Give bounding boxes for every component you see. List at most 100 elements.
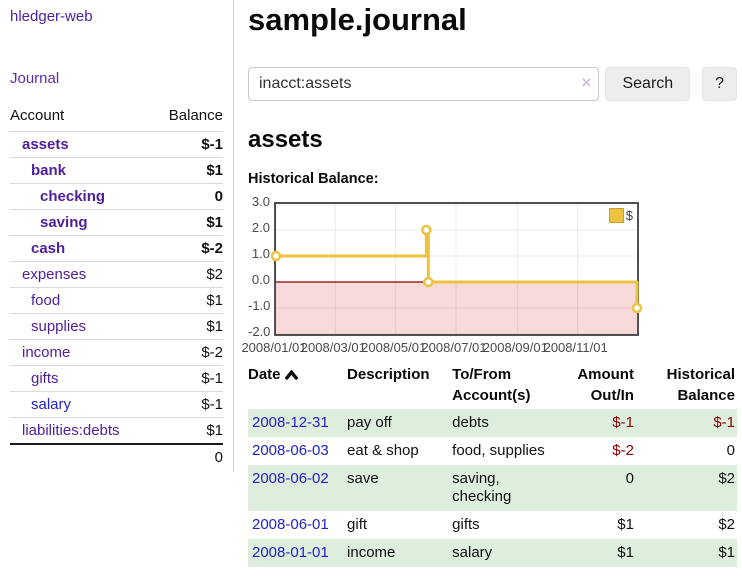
account-cell: cash — [10, 236, 152, 262]
account-balance: $1 — [206, 292, 223, 309]
transaction-description: eat & shop — [347, 442, 419, 459]
transaction-date-cell: 2008-01-01 — [248, 539, 347, 567]
account-row: cash $-2 — [10, 235, 223, 262]
account-link[interactable]: income — [22, 344, 71, 361]
sort-asc-chevron-up-icon — [284, 369, 298, 380]
accounts-header-row: Account Balance — [10, 103, 223, 132]
y-axis-tick-label: 0.0 — [251, 272, 270, 287]
data-point-marker — [631, 302, 643, 314]
account-cell: supplies — [10, 314, 152, 340]
register-header-row: Date Description To/From Account(s) Amoun… — [248, 361, 737, 409]
transaction-date-link[interactable]: 2008-06-01 — [252, 516, 329, 533]
account-cell: assets — [10, 132, 152, 158]
transaction-date-cell: 2008-12-31 — [248, 409, 347, 437]
x-axis-tick-label: 2008/09/01 — [482, 340, 548, 355]
clear-search-icon[interactable]: × — [581, 73, 592, 92]
data-point-marker — [423, 276, 434, 288]
help-button[interactable]: ? — [702, 67, 737, 101]
account-balance: $-1 — [201, 370, 223, 387]
account-balance: $1 — [206, 422, 223, 439]
accounts-total-row: 0 — [10, 444, 223, 470]
col-header-amount[interactable]: Amount Out/In — [577, 366, 634, 404]
account-row: salary $-1 — [10, 391, 223, 418]
x-axis-tick-label: 2008/07/01 — [421, 340, 487, 355]
legend-swatch-icon — [608, 208, 624, 223]
account-balance: $1 — [206, 162, 223, 179]
account-cell: gifts — [10, 366, 152, 392]
transaction-row: 2008-06-02 save saving, checking 0 $2 — [248, 465, 737, 511]
account-link[interactable]: bank — [31, 162, 67, 179]
account-row: liabilities:debts $1 — [10, 417, 223, 445]
transaction-amount: 0 — [625, 470, 634, 487]
accounts-total-spacer — [10, 444, 152, 470]
account-cell: salary — [10, 392, 152, 418]
account-balance: $-2 — [201, 344, 223, 361]
account-balance: $1 — [206, 318, 223, 335]
account-link[interactable]: cash — [31, 240, 66, 257]
transaction-row: 2008-06-03 eat & shop food, supplies $-2… — [248, 437, 737, 465]
account-link[interactable]: liabilities:debts — [22, 422, 120, 439]
app-brand-link[interactable]: hledger-web — [10, 8, 93, 25]
search-button[interactable]: Search — [605, 67, 691, 101]
account-cell: liabilities:debts — [10, 418, 152, 445]
col-header-date[interactable]: Date — [248, 361, 347, 409]
col-header-accounts[interactable]: To/From Account(s) — [452, 366, 531, 404]
x-axis-tick-label: 2008/03/01 — [300, 340, 366, 355]
x-axis-tick-label: 2008/05/01 — [361, 340, 427, 355]
transaction-amount: $-2 — [612, 442, 634, 459]
search-input-wrap: × — [248, 67, 600, 101]
account-link[interactable]: salary — [31, 396, 72, 413]
col-header-description[interactable]: Description — [347, 366, 430, 383]
sidebar: hledger-web Journal Account Balance asse… — [0, 0, 234, 472]
account-row: food $1 — [10, 287, 223, 314]
accounts-col-account: Account — [10, 107, 65, 124]
transaction-balance: $2 — [718, 516, 735, 533]
transaction-balance: $2 — [718, 470, 735, 487]
transaction-description: save — [347, 470, 379, 487]
transaction-date-link[interactable]: 2008-12-31 — [252, 414, 329, 431]
sidebar-item-journal[interactable]: Journal — [10, 70, 60, 87]
search-input[interactable] — [248, 67, 600, 101]
legend-label: $ — [625, 208, 633, 223]
y-axis-tick-label: -2.0 — [248, 324, 271, 339]
account-heading: assets — [248, 126, 323, 153]
account-balance: $2 — [206, 266, 223, 283]
account-row: income $-2 — [10, 339, 223, 366]
transaction-date-link[interactable]: 2008-06-02 — [252, 470, 329, 487]
account-cell: income — [10, 340, 152, 366]
transaction-accounts: gifts — [452, 516, 480, 533]
col-header-balance[interactable]: Historical Balance — [666, 366, 735, 404]
account-link[interactable]: checking — [40, 188, 106, 205]
transaction-description: gift — [347, 516, 368, 533]
account-link[interactable]: assets — [22, 136, 69, 153]
transaction-balance: $1 — [718, 544, 735, 561]
transaction-row: 2008-12-31 pay off debts $-1 $-1 — [248, 409, 737, 437]
transaction-date-link[interactable]: 2008-06-03 — [252, 442, 329, 459]
account-link[interactable]: food — [31, 292, 61, 309]
chart-title: Historical Balance: — [248, 171, 379, 187]
transaction-amount: $-1 — [612, 414, 634, 431]
accounts-total-value: 0 — [214, 449, 223, 466]
account-balance: $1 — [206, 214, 223, 231]
account-link[interactable]: gifts — [31, 370, 59, 387]
transaction-date-cell: 2008-06-01 — [248, 511, 347, 539]
account-link[interactable]: expenses — [22, 266, 87, 283]
account-balance: $-1 — [201, 396, 223, 413]
account-row: gifts $-1 — [10, 365, 223, 392]
accounts-col-balance: Balance — [168, 107, 223, 124]
negative-region — [276, 282, 637, 334]
transaction-accounts: saving, checking — [452, 470, 512, 505]
account-row: saving $1 — [10, 209, 223, 236]
account-cell: saving — [10, 210, 152, 236]
account-link[interactable]: saving — [40, 214, 88, 231]
page-title: sample.journal — [248, 2, 467, 37]
data-point-marker — [270, 250, 282, 262]
account-cell: bank — [10, 158, 152, 184]
data-point-marker — [421, 224, 432, 236]
transaction-description: income — [347, 544, 396, 561]
transaction-date-link[interactable]: 2008-01-01 — [252, 544, 329, 561]
account-row: assets $-1 — [10, 131, 223, 158]
account-cell: food — [10, 288, 152, 314]
chart-plot-area: $ — [270, 202, 643, 336]
account-link[interactable]: supplies — [31, 318, 87, 335]
